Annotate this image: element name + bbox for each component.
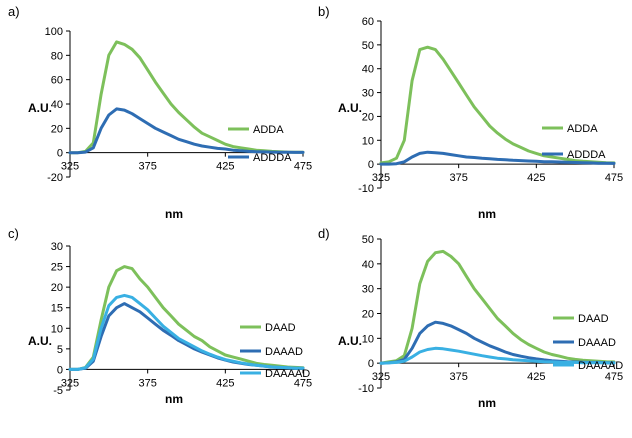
x-tick-label: 375 (449, 172, 467, 184)
y-tick-label: 30 (362, 88, 374, 100)
legend-label-daad: DAAD (578, 313, 609, 325)
series-line-daaaad (379, 346, 616, 365)
legend-label-adda: ADDA (253, 124, 284, 136)
panel-label: a) (8, 4, 20, 19)
y-axis-label: A.U. (28, 334, 52, 348)
legend-label-addda: ADDDA (567, 149, 606, 161)
y-tick-label: 20 (362, 111, 374, 123)
y-tick-label: -5 (53, 385, 63, 397)
panel-label: d) (318, 226, 330, 241)
y-tick-label: -20 (47, 172, 63, 184)
y-tick-label: 80 (51, 50, 63, 62)
y-tick-label: 0 (368, 159, 374, 171)
y-tick-label: 60 (362, 16, 374, 28)
chart-panel-c: c) -5 0 5 10 15 20 25 30 325 375 425 475 A.U. nm DAAD DA… (8, 226, 312, 406)
x-tick-label: 425 (216, 377, 234, 389)
y-tick-label: 20 (51, 123, 63, 135)
y-tick-label: 10 (362, 333, 374, 345)
y-axis-label: A.U. (338, 101, 362, 115)
y-tick-label: 40 (51, 99, 63, 111)
chart-panel-b: b) -10 0 10 20 30 40 50 60 325 375 425 475 A.U. nm ADDA… (318, 4, 623, 221)
x-tick-label: 475 (294, 377, 312, 389)
y-tick-label: 20 (51, 282, 63, 294)
y-tick-label: 100 (45, 26, 63, 38)
y-tick-label: 30 (362, 284, 374, 296)
y-tick-label: -10 (358, 383, 374, 395)
legend-label-addda: ADDDA (253, 152, 292, 164)
legend-label-daad: DAAD (265, 322, 296, 334)
y-tick-label: 0 (57, 364, 63, 376)
y-tick-label: 30 (51, 241, 63, 253)
y-tick-label: 20 (362, 309, 374, 321)
legend-label-daaad: DAAAD (578, 337, 616, 349)
x-tick-label: 475 (605, 172, 623, 184)
y-tick-label: 50 (362, 40, 374, 52)
y-tick-label: 50 (362, 234, 374, 246)
x-axis-label: nm (478, 396, 496, 410)
chart-panel-a: a) -20 0 20 40 60 80 100 325 375 425 475 A.U. nm ADDA A… (8, 4, 312, 221)
series-line-adda (68, 40, 305, 155)
y-tick-label: 40 (362, 259, 374, 271)
x-tick-label: 325 (372, 172, 390, 184)
y-axis-label: A.U. (338, 334, 362, 348)
y-tick-label: 10 (362, 135, 374, 147)
series-line-daad (68, 265, 305, 371)
x-tick-label: 375 (138, 377, 156, 389)
y-tick-label: 25 (51, 262, 63, 274)
y-tick-label: 0 (368, 358, 374, 370)
legend-label-daaad: DAAAD (265, 346, 303, 358)
x-tick-label: 425 (216, 161, 234, 173)
x-tick-label: 425 (527, 371, 545, 383)
chart-panel-d: d) -10 0 10 20 30 40 50 325 375 425 475 A.U. nm DAAD DA… (318, 226, 623, 410)
y-tick-label: 60 (51, 75, 63, 87)
legend-label-daaaad: DAAAAD (578, 360, 623, 372)
x-tick-label: 375 (449, 371, 467, 383)
x-axis-label: nm (165, 392, 183, 406)
x-tick-label: 325 (372, 371, 390, 383)
y-tick-label: 0 (57, 148, 63, 160)
y-tick-label: 5 (57, 344, 63, 356)
x-tick-label: 475 (294, 161, 312, 173)
x-axis-label: nm (165, 207, 183, 221)
series-line-daaaad (68, 293, 305, 371)
series-line-daad (379, 249, 616, 365)
x-tick-label: 325 (61, 161, 79, 173)
x-tick-label: 325 (61, 377, 79, 389)
x-tick-label: 375 (138, 161, 156, 173)
legend-label-daaaad: DAAAAD (265, 368, 310, 380)
y-tick-label: 15 (51, 303, 63, 315)
legend-label-adda: ADDA (567, 123, 598, 135)
series-line-addda (68, 107, 305, 155)
x-axis-label: nm (478, 207, 496, 221)
series-line-addda (379, 150, 616, 166)
y-tick-label: -10 (358, 183, 374, 195)
series-line-adda (379, 45, 616, 165)
y-axis-label: A.U. (28, 101, 52, 115)
panel-label: b) (318, 4, 330, 19)
panel-label: c) (8, 226, 19, 241)
y-tick-label: 40 (362, 64, 374, 76)
x-tick-label: 425 (527, 172, 545, 184)
x-tick-label: 475 (605, 371, 623, 383)
y-tick-label: 10 (51, 323, 63, 335)
